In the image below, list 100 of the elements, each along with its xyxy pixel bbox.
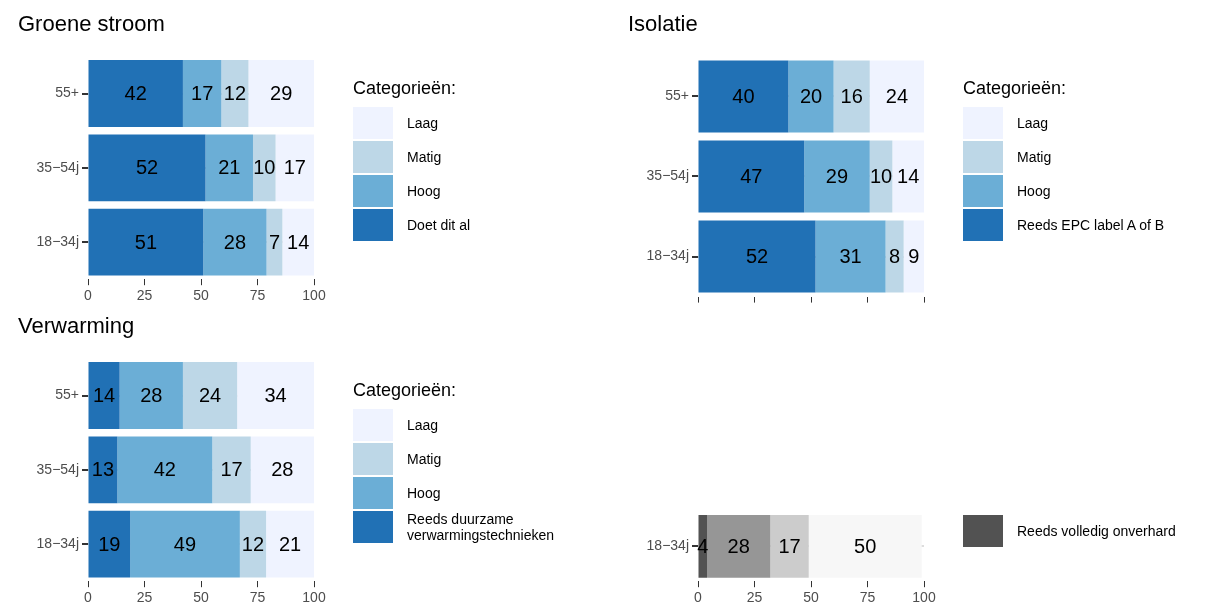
data-label: 24 [885, 84, 909, 107]
data-label: 34 [264, 384, 287, 407]
legend-label: Reeds EPC label A of B [1017, 217, 1165, 233]
legend-title: Categorieën: [353, 78, 458, 99]
bar [88, 208, 204, 276]
bar [205, 134, 253, 202]
data-label: 20 [799, 84, 823, 107]
data-label: 28 [271, 458, 294, 481]
data-label: 52 [135, 156, 159, 179]
bar [815, 220, 886, 293]
data-label: 29 [825, 165, 849, 188]
data-label: 10 [869, 165, 893, 188]
bar [252, 134, 276, 202]
legend-label: Matig [1017, 149, 1052, 165]
bar [212, 436, 251, 504]
legend-label: Laag [407, 417, 439, 433]
legend-label: Hoog [1017, 183, 1051, 199]
chart-title: Isolatie [628, 11, 698, 37]
data-label: 47 [740, 165, 763, 188]
bar [130, 510, 240, 578]
y-tick-label: 18−34j [36, 232, 79, 249]
bar [833, 60, 870, 133]
y-tick-label: 18−34j [36, 534, 79, 551]
bar [788, 60, 834, 133]
x-tick-label: 100 [302, 589, 326, 606]
bar [250, 436, 314, 504]
y-tick-label: 35−54j [36, 460, 79, 477]
y-tick-label: 55+ [55, 84, 79, 101]
legend-label: Reeds duurzame verwarmingstechnieken [407, 511, 556, 543]
legend-label: Doet dit al [407, 217, 471, 233]
bar [182, 362, 238, 429]
bar [869, 60, 924, 133]
data-label: 24 [198, 384, 222, 407]
x-tick-label: 25 [746, 589, 763, 606]
y-tick-label: 35−54j [36, 158, 79, 175]
data-label: 31 [839, 245, 862, 268]
data-label: 16 [840, 84, 863, 107]
bar [203, 208, 267, 276]
x-tick-label: 75 [249, 287, 266, 304]
bar [885, 220, 904, 293]
bar [698, 140, 805, 213]
legend-label: Matig [407, 451, 442, 467]
data-label: 50 [854, 534, 877, 557]
data-label: 8 [889, 245, 901, 268]
bar [892, 140, 924, 213]
x-tick-label: 0 [84, 589, 93, 606]
data-label: 52 [745, 245, 769, 268]
bar [266, 510, 314, 578]
bar [117, 436, 213, 504]
data-label: 17 [778, 534, 801, 557]
y-tick-label: 18−34j [646, 247, 689, 264]
bar [119, 362, 183, 429]
data-label: 7 [268, 230, 281, 253]
data-label: 28 [140, 384, 163, 407]
y-tick-label: 55+ [665, 87, 689, 104]
x-tick-label: 0 [84, 287, 93, 304]
bar [88, 134, 206, 202]
legend-title: Categorieën: [353, 380, 458, 401]
bar [239, 510, 267, 578]
x-tick-label: 50 [193, 589, 209, 606]
data-label: 9 [908, 245, 920, 268]
data-label: 28 [223, 230, 247, 253]
bar [804, 140, 870, 213]
legend-label: Matig [407, 149, 442, 165]
bar [698, 220, 816, 293]
legend-label: Hoog [407, 485, 441, 501]
data-label: 14 [92, 384, 116, 407]
data-label: 51 [134, 230, 158, 253]
data-label: 21 [218, 156, 241, 179]
x-tick-label: 100 [912, 589, 936, 606]
legend-label: Hoog [407, 183, 441, 199]
bar [237, 362, 314, 429]
data-label: 40 [732, 84, 755, 107]
x-tick-label: 75 [249, 589, 266, 606]
data-label: 29 [270, 82, 293, 105]
bar [903, 220, 924, 293]
data-label: 14 [287, 230, 310, 253]
legend-label: Laag [407, 115, 439, 131]
bar [88, 60, 183, 127]
legend-title: Categorieën: [963, 78, 1068, 99]
data-label: 17 [283, 156, 306, 179]
chart-title: Verwarming [18, 313, 135, 339]
data-label: 10 [253, 156, 276, 179]
data-label: 13 [91, 458, 115, 481]
x-tick-label: 0 [694, 589, 703, 606]
bar [88, 436, 118, 504]
data-label: 12 [223, 82, 247, 105]
bar [88, 362, 120, 429]
data-label: 17 [191, 82, 214, 105]
data-label: 12 [241, 532, 265, 555]
bar [698, 60, 789, 133]
bar [282, 208, 314, 276]
bar [869, 140, 893, 213]
legend-label: Laag [1017, 115, 1049, 131]
bar [221, 60, 249, 127]
bar [88, 510, 131, 578]
data-label: 42 [153, 458, 176, 481]
legend-label: Reeds volledig onverhard [1017, 523, 1176, 539]
y-tick-label: 55+ [55, 386, 79, 403]
y-tick-label: 18−34j [646, 537, 689, 554]
